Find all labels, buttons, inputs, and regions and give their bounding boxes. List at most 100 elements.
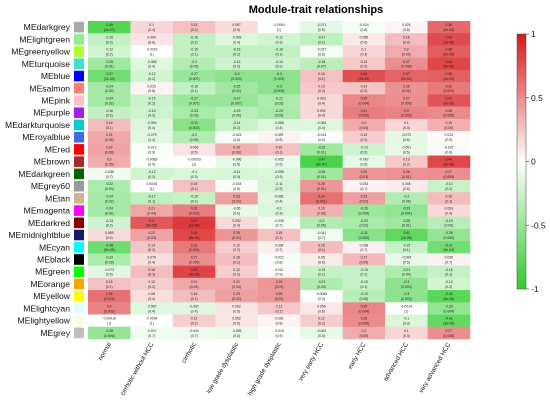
cell-correlation: -0.23 xyxy=(275,109,283,113)
cell-correlation: -0.25 xyxy=(318,145,326,149)
heatmap-cell xyxy=(300,167,343,181)
cell-correlation: -0.035 xyxy=(274,219,284,223)
heatmap-cell xyxy=(130,21,174,34)
trait-label: advanced HCC xyxy=(382,341,410,382)
cell-pvalue: (0.003) xyxy=(274,77,285,81)
cell-pvalue: (9e-05) xyxy=(104,248,115,252)
cell-pvalue: (0.02) xyxy=(105,211,114,215)
cell-pvalue: (0.1) xyxy=(106,285,113,289)
heatmap-cell xyxy=(385,167,428,181)
cell-pvalue: (0.09) xyxy=(359,260,368,264)
heatmap-cell xyxy=(385,253,428,266)
heatmap-cell xyxy=(342,326,386,340)
module-label: MElightcyan xyxy=(23,303,70,313)
cell-correlation: -0.012 xyxy=(147,145,157,149)
cell-pvalue: (0.2) xyxy=(148,248,155,252)
cell-pvalue: (0.04) xyxy=(190,285,199,289)
cell-correlation: -0.16 xyxy=(233,48,241,52)
heatmap-cell xyxy=(385,326,428,340)
cell-pvalue: (0.02) xyxy=(232,199,241,203)
cell-pvalue: (0.04) xyxy=(402,273,411,277)
cell-correlation: -0.0023 xyxy=(146,48,158,52)
cell-correlation: 0.059 xyxy=(317,304,326,308)
cell-pvalue: (0.4) xyxy=(318,126,325,130)
cell-pvalue: (0.9) xyxy=(318,297,325,301)
heatmap-cell xyxy=(130,314,174,328)
cell-pvalue: (0.003) xyxy=(401,114,412,118)
heatmap-cell xyxy=(300,277,343,291)
cell-pvalue: (0.8) xyxy=(318,52,325,56)
cell-pvalue: (0.001) xyxy=(189,248,200,252)
cell-pvalue: (0.2) xyxy=(276,65,283,69)
heatmap-cell xyxy=(342,216,386,230)
cell-correlation: -0.087 xyxy=(189,304,199,308)
cell-pvalue: (0.3) xyxy=(276,211,283,215)
heatmap-cell xyxy=(172,57,216,71)
cell-pvalue: (0.001) xyxy=(316,199,327,203)
heatmap-cell xyxy=(427,155,471,169)
cell-correlation: -0.0054 xyxy=(273,23,285,27)
trait-label: low grade dysplastic xyxy=(205,341,240,395)
heatmap-cell xyxy=(342,33,386,46)
heatmap-cell xyxy=(385,204,428,217)
cell-pvalue: (0.02) xyxy=(105,89,114,93)
cell-correlation: -0.29 xyxy=(402,207,410,211)
heatmap-cell xyxy=(130,94,174,107)
heatmap-cell xyxy=(385,21,428,34)
cell-pvalue: (0.2) xyxy=(360,89,367,93)
colorbar-tick-label: -1 xyxy=(531,284,539,294)
cell-correlation: -0.13 xyxy=(275,60,283,64)
cell-correlation: -0.086 xyxy=(147,60,157,64)
cell-correlation: 0.42 xyxy=(361,72,368,76)
cell-correlation: 0.44 xyxy=(445,60,452,64)
cell-correlation: -0.079 xyxy=(147,133,157,137)
cell-pvalue: (0.4) xyxy=(148,126,155,130)
heatmap-cell xyxy=(342,167,386,181)
cell-pvalue: (0.06) xyxy=(317,211,326,215)
cell-pvalue: (0.02) xyxy=(359,224,368,228)
cell-pvalue: (0.4) xyxy=(318,114,325,118)
module-label: MEdarkred xyxy=(28,218,70,228)
heatmap-cell xyxy=(215,290,259,303)
cell-pvalue: (0.3) xyxy=(403,334,410,338)
heatmap-cell xyxy=(88,302,131,315)
module-label: MEred xyxy=(45,144,71,154)
heatmap-cell xyxy=(215,314,259,328)
cell-pvalue: (0.2) xyxy=(360,150,367,154)
cell-correlation: -0.3 xyxy=(276,72,282,76)
cell-pvalue: (0.4) xyxy=(276,126,283,130)
cell-pvalue: (2e-04) xyxy=(443,248,454,252)
cell-pvalue: (0.5) xyxy=(233,322,240,326)
cell-pvalue: (1) xyxy=(107,322,111,326)
cell-correlation: 0.21 xyxy=(191,280,198,284)
heatmap-cell xyxy=(172,33,216,46)
heatmap-cell xyxy=(427,228,471,242)
module-color-swatch xyxy=(74,217,84,229)
heatmap-cell xyxy=(172,82,216,95)
cell-correlation: -0.022 xyxy=(274,256,284,260)
cell-correlation: 0.28 xyxy=(361,317,368,321)
cell-pvalue: (0.2) xyxy=(233,126,240,130)
cell-correlation: -0.087 xyxy=(147,304,157,308)
cell-pvalue: (0.1) xyxy=(403,248,410,252)
cell-pvalue: (1) xyxy=(150,187,154,191)
cell-pvalue: (0.9) xyxy=(318,138,325,142)
module-color-swatch xyxy=(74,315,84,326)
cell-pvalue: (0.01) xyxy=(402,224,411,228)
cell-correlation: 0.32 xyxy=(445,84,452,88)
module-color-swatch xyxy=(74,266,84,278)
cell-correlation: -0.14 xyxy=(148,97,156,101)
cell-pvalue: (0.1) xyxy=(191,297,198,301)
cell-pvalue: (0.2) xyxy=(276,309,283,313)
cell-pvalue: (0.4) xyxy=(233,224,240,228)
cell-correlation: 0.27 xyxy=(191,256,198,260)
cell-correlation: 0.3 xyxy=(404,109,409,113)
heatmap-cell xyxy=(215,155,259,169)
cell-pvalue: (0.2) xyxy=(445,285,452,289)
cell-pvalue: (0.01) xyxy=(232,236,241,240)
cell-correlation: -0.45 xyxy=(105,23,113,27)
heatmap-cell xyxy=(427,167,471,181)
cell-pvalue: (2e-04) xyxy=(443,28,454,32)
heatmap-cell xyxy=(385,118,428,132)
cell-pvalue: (0.04) xyxy=(105,138,114,142)
